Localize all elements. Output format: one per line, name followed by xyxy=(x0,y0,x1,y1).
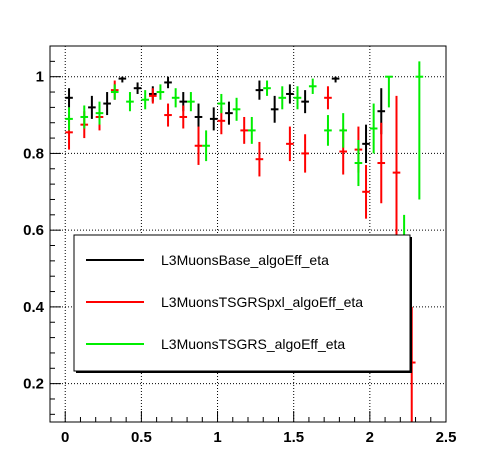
x-tick-label: 0.5 xyxy=(131,429,152,446)
data-point xyxy=(179,105,188,129)
series-3 xyxy=(65,61,424,346)
data-point xyxy=(255,80,264,100)
data-point xyxy=(65,107,73,131)
data-point xyxy=(149,88,157,104)
data-point xyxy=(171,88,180,108)
data-point xyxy=(164,103,172,127)
data-point xyxy=(301,134,309,173)
data-point xyxy=(194,103,203,131)
data-point xyxy=(240,116,248,144)
data-point xyxy=(286,84,294,104)
data-point xyxy=(324,86,332,110)
data-point xyxy=(293,86,302,110)
data-point xyxy=(194,126,203,165)
data-point xyxy=(331,76,340,83)
y-tick-label: 0.4 xyxy=(23,299,45,316)
data-point xyxy=(255,141,264,177)
data-point xyxy=(225,101,233,125)
data-point xyxy=(301,90,309,114)
data-point xyxy=(187,92,195,112)
data-point xyxy=(202,130,210,162)
x-tick-label: 2 xyxy=(366,429,374,446)
data-point xyxy=(354,140,363,187)
data-point xyxy=(248,116,256,144)
tick-labels: 0 0.5 1 1.5 2 2.5 0.2 0.4 0.6 0.8 1 xyxy=(23,69,456,446)
data-point xyxy=(156,84,165,100)
data-point xyxy=(209,107,218,131)
data-point xyxy=(415,61,424,200)
data-point xyxy=(217,93,226,114)
data-point xyxy=(232,97,241,121)
legend: L3MuonsBase_algoEff_eta L3MuonsTSGRSpxl_a… xyxy=(73,234,412,373)
legend-entry-label: L3MuonsTSGRS_algoEff_eta xyxy=(161,336,345,352)
x-tick-label: 0 xyxy=(61,429,69,446)
data-point xyxy=(126,92,134,112)
data-point xyxy=(308,78,317,94)
data-point xyxy=(65,88,73,108)
data-point xyxy=(392,95,401,250)
data-point xyxy=(164,76,172,89)
data-point xyxy=(103,92,111,116)
plot-frame xyxy=(49,45,447,423)
data-point xyxy=(377,122,386,204)
data-point xyxy=(270,95,279,123)
data-point xyxy=(278,86,287,110)
x-tick-label: 1.5 xyxy=(283,429,304,446)
x-tick-label: 2.5 xyxy=(436,429,457,446)
y-tick-label: 1 xyxy=(36,69,44,86)
y-tick-label: 0.8 xyxy=(23,145,44,162)
data-point xyxy=(88,95,96,119)
data-point xyxy=(110,84,119,100)
data-point xyxy=(80,105,89,129)
y-tick-label: 0.2 xyxy=(23,376,44,393)
y-tick-label: 0.6 xyxy=(23,222,44,239)
data-point xyxy=(339,113,347,148)
data-point xyxy=(118,76,127,83)
data-point xyxy=(263,80,271,96)
data-point xyxy=(369,103,378,154)
data-point xyxy=(286,126,294,162)
data-point xyxy=(362,164,370,219)
legend-entry-label: L3MuonsTSGRSpxl_algoEff_eta xyxy=(161,294,363,310)
data-point xyxy=(362,124,370,164)
data-point xyxy=(324,115,332,146)
legend-entry-label: L3MuonsBase_algoEff_eta xyxy=(161,252,329,268)
data-point xyxy=(95,101,104,125)
data-point xyxy=(141,90,149,110)
data-point xyxy=(385,75,393,108)
x-tick-label: 1 xyxy=(213,429,221,446)
data-series xyxy=(65,61,424,422)
data-point xyxy=(133,82,142,94)
